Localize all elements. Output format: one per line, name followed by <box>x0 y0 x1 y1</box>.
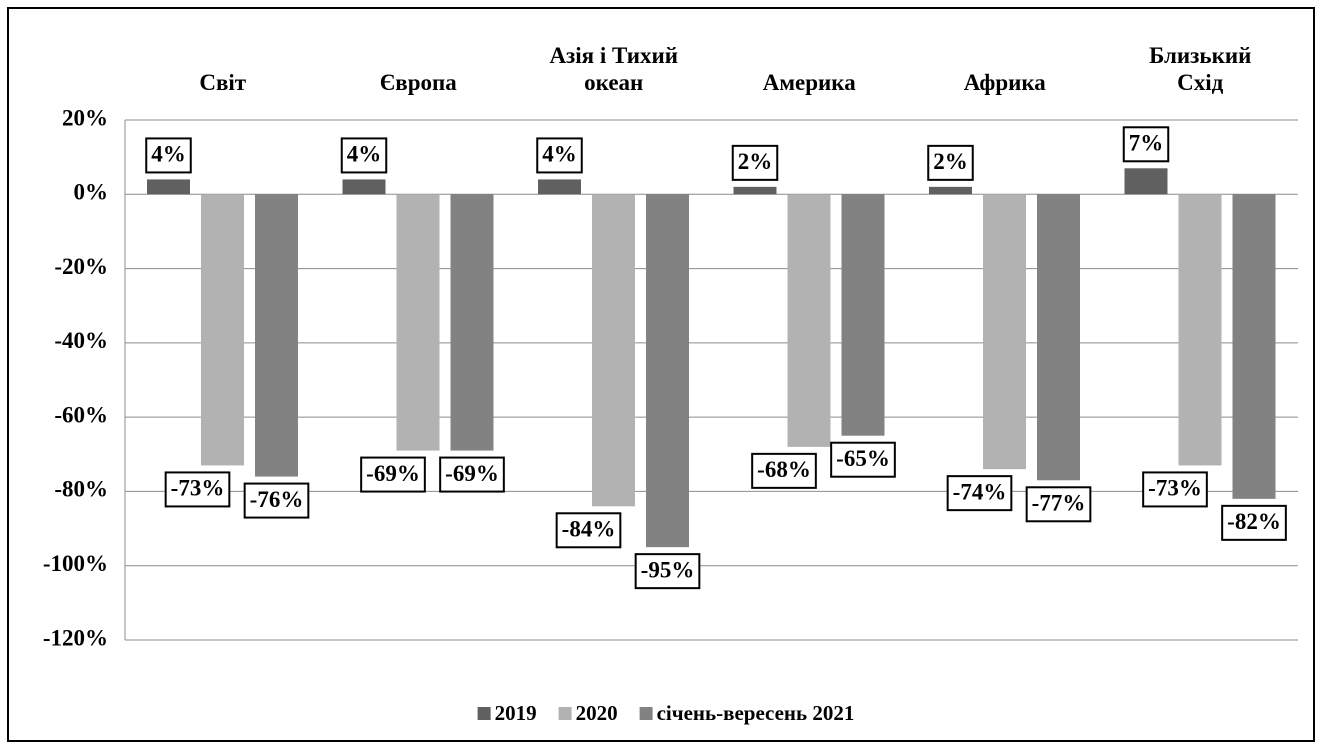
bar <box>538 179 581 195</box>
category-label: Близький Схід <box>1149 43 1252 95</box>
data-label-box <box>830 441 896 478</box>
bar <box>255 194 298 477</box>
data-label-group: -84% <box>555 512 622 549</box>
data-label-box <box>946 475 1013 512</box>
bar <box>1178 194 1222 466</box>
bar <box>1232 194 1276 499</box>
category-label: Європа <box>379 70 457 95</box>
data-label-group: -68% <box>751 452 817 489</box>
y-tick-label: -100% <box>43 551 108 576</box>
data-label-box <box>1142 471 1208 508</box>
data-label-group: -73% <box>1142 471 1208 508</box>
data-label-group: 4% <box>340 137 388 174</box>
bar <box>342 179 386 195</box>
data-label-group: -69% <box>360 456 426 493</box>
data-label-group: -76% <box>243 482 310 519</box>
data-label-box <box>1025 486 1092 523</box>
data-label-group: 2% <box>731 144 779 181</box>
bar <box>983 194 1026 470</box>
data-label: -73% <box>1148 476 1202 501</box>
y-tick-label: -40% <box>54 328 108 353</box>
data-label: 2% <box>933 149 968 174</box>
data-label: -65% <box>836 446 890 471</box>
bar <box>1037 194 1080 481</box>
data-label: -76% <box>250 487 304 512</box>
data-label: 7% <box>1129 131 1164 156</box>
data-label-group: 2% <box>927 144 974 181</box>
data-label-box <box>164 471 231 508</box>
data-label-group: -69% <box>439 456 505 493</box>
bar <box>592 194 635 507</box>
data-label-box <box>751 452 817 489</box>
y-tick-label: 20% <box>62 105 108 130</box>
data-label: -82% <box>1227 509 1281 534</box>
data-label: 4% <box>151 142 186 167</box>
y-tick-label: -120% <box>43 625 108 650</box>
data-label: -95% <box>641 557 695 582</box>
data-label-box <box>340 137 388 174</box>
data-label-box <box>439 456 505 493</box>
data-label: -77% <box>1032 491 1086 516</box>
data-label-group: -74% <box>946 475 1013 512</box>
y-tick-label: -60% <box>54 402 108 427</box>
data-label-box <box>536 137 583 174</box>
bar <box>929 186 972 195</box>
y-tick-label: 0% <box>74 180 109 205</box>
bar <box>201 194 244 466</box>
bar <box>646 194 689 548</box>
data-label-box <box>360 456 426 493</box>
data-label-box <box>555 512 622 549</box>
data-label-group: 7% <box>1122 126 1170 163</box>
bar <box>1124 168 1168 195</box>
data-label: -69% <box>445 461 499 486</box>
data-label: 2% <box>738 149 773 174</box>
data-label-group: 4% <box>536 137 583 174</box>
data-label: -73% <box>171 476 225 501</box>
bar <box>733 186 777 195</box>
data-label: -84% <box>562 517 616 542</box>
legend-swatch <box>558 707 572 720</box>
category-label: Азія і Тихий океан <box>549 43 679 95</box>
data-label-group: 4% <box>145 137 192 174</box>
data-label-box <box>243 482 310 519</box>
category-label: Америка <box>762 70 856 95</box>
data-label-box <box>145 137 192 174</box>
bar <box>841 194 885 436</box>
legend: 2019 2020 січень-вересень 2021 <box>477 701 855 725</box>
data-label-group: -77% <box>1025 486 1092 523</box>
data-label-box <box>1122 126 1170 163</box>
legend-label: 2020 <box>576 701 618 725</box>
legend-swatch <box>639 707 653 720</box>
data-label-box <box>1221 504 1287 541</box>
category-label: Світ <box>199 70 247 95</box>
data-label-group: -95% <box>634 553 701 590</box>
data-label-box <box>731 144 779 181</box>
data-label-box <box>634 553 701 590</box>
data-label: -69% <box>366 461 420 486</box>
bar <box>787 194 831 447</box>
data-label-group: -65% <box>830 441 896 478</box>
bar <box>147 179 190 195</box>
bar <box>396 194 440 451</box>
y-tick-label: -20% <box>54 254 108 279</box>
data-label-group: -82% <box>1221 504 1287 541</box>
data-label-box <box>927 144 974 181</box>
category-label: Африка <box>963 70 1046 95</box>
legend-label: 2019 <box>495 701 537 725</box>
legend-swatch <box>477 707 491 720</box>
data-label: -68% <box>757 457 811 482</box>
data-label-group: -73% <box>164 471 231 508</box>
bar <box>450 194 494 451</box>
legend-label: січень-вересень 2021 <box>657 701 855 725</box>
data-label: 4% <box>542 142 577 167</box>
data-label: -74% <box>953 479 1007 504</box>
data-label: 4% <box>347 142 382 167</box>
y-tick-label: -80% <box>54 477 108 502</box>
